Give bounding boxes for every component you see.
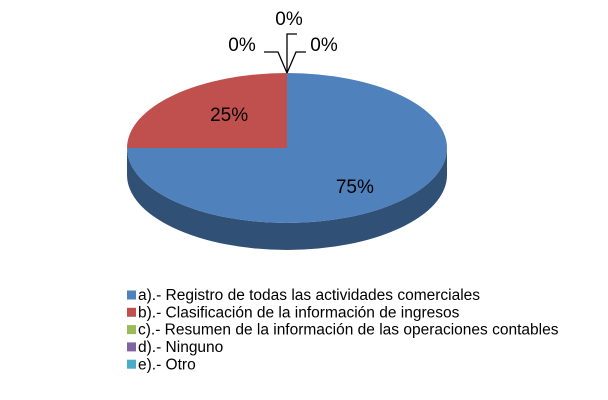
legend-swatch	[127, 342, 136, 352]
legend-label: d).- Ninguno	[138, 339, 223, 356]
legend-swatch	[127, 359, 136, 369]
legend-label: a).- Registro de todas las actividades c…	[138, 287, 480, 304]
data-label: 25%	[210, 105, 248, 126]
leader-line	[286, 33, 297, 73]
leader-line	[264, 51, 288, 74]
legend-label: c).- Resumen de la información de las op…	[138, 322, 559, 339]
legend-swatch	[127, 325, 136, 335]
pie-side	[127, 148, 447, 250]
leader-line	[286, 51, 306, 74]
pie-slice	[127, 73, 287, 148]
data-label: 0%	[228, 35, 256, 56]
data-label: 0%	[275, 9, 303, 30]
legend-label: e).- Otro	[138, 356, 196, 373]
legend-label: b).- Clasificación de la información de …	[138, 304, 460, 321]
legend-swatch	[127, 307, 136, 317]
legend-swatch	[127, 290, 136, 300]
data-label: 0%	[310, 35, 338, 56]
data-label: 75%	[336, 177, 374, 198]
